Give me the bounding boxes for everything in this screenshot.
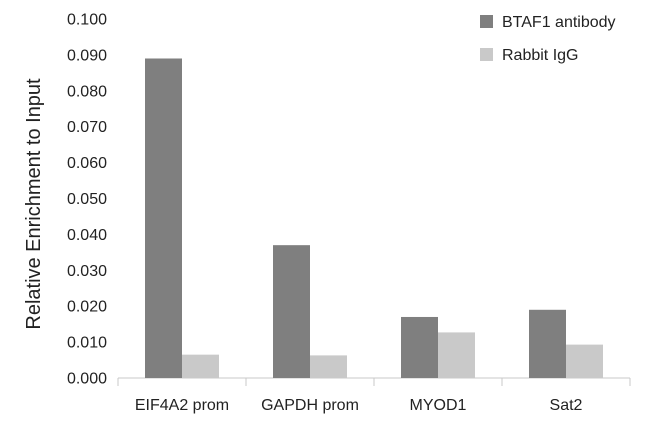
bar-btaf1-antibody — [529, 309, 566, 378]
y-tick-label: 0.020 — [67, 299, 107, 316]
y-axis: 0.000 0.010 0.020 0.030 0.040 0.050 0.060 0.070… — [67, 12, 107, 388]
bar-rabbit-igg — [566, 344, 603, 378]
bar-btaf1-antibody — [273, 245, 310, 378]
y-tick-label: 0.060 — [67, 155, 107, 172]
legend-swatch — [480, 15, 493, 28]
y-tick-label: 0.050 — [67, 191, 107, 208]
x-category-label: Sat2 — [550, 397, 583, 414]
x-category-label: MYOD1 — [410, 397, 467, 414]
y-tick-label: 0.010 — [67, 335, 107, 352]
bar-btaf1-antibody — [401, 316, 438, 378]
y-axis-title: Relative Enrichment to Input — [23, 78, 45, 330]
x-category-label: GAPDH prom — [261, 397, 359, 414]
x-category-label: EIF4A2 prom — [135, 397, 229, 414]
y-tick-label: 0.070 — [67, 119, 107, 136]
y-tick-label: 0.030 — [67, 263, 107, 280]
y-tick-label: 0.100 — [67, 12, 107, 29]
legend-swatch — [480, 48, 493, 61]
bar-rabbit-igg — [310, 355, 347, 378]
y-tick-label: 0.090 — [67, 47, 107, 64]
legend-label: BTAF1 antibody — [502, 14, 616, 31]
bar-rabbit-igg — [438, 332, 475, 378]
legend-label: Rabbit IgG — [502, 47, 578, 64]
bars — [145, 58, 603, 379]
bar-rabbit-igg — [182, 354, 219, 378]
y-tick-label: 0.040 — [67, 227, 107, 244]
y-tick-label: 0.000 — [67, 371, 107, 388]
legend: BTAF1 antibody Rabbit IgG — [480, 14, 616, 64]
bar-btaf1-antibody — [145, 58, 182, 379]
x-axis: EIF4A2 prom GAPDH prom MYOD1 Sat2 — [117, 377, 631, 414]
y-tick-label: 0.080 — [67, 83, 107, 100]
